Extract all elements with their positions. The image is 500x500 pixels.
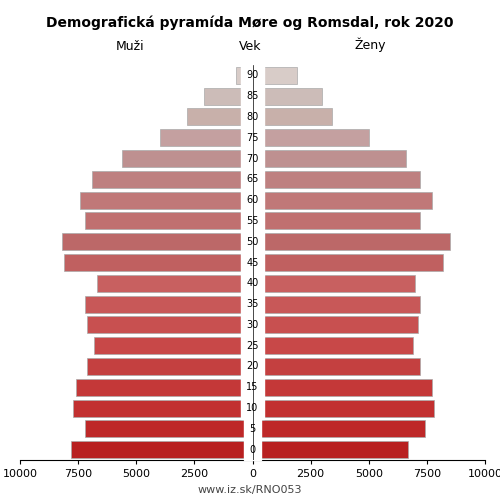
Bar (204, 88, 252, 104)
Bar (88, 358, 252, 375)
Bar (188, 108, 252, 126)
Bar (252, 296, 420, 312)
Bar (252, 88, 322, 104)
Bar (94, 337, 252, 354)
Bar (96, 275, 252, 292)
Text: 80: 80 (246, 112, 258, 122)
Text: 60: 60 (246, 195, 258, 205)
Bar (252, 275, 415, 292)
Text: 10: 10 (246, 403, 258, 413)
Bar (62, 233, 252, 250)
Bar (252, 378, 432, 396)
Bar (252, 129, 369, 146)
Text: www.iz.sk/RNO053: www.iz.sk/RNO053 (198, 485, 302, 495)
Bar (80, 192, 252, 208)
Bar (252, 254, 443, 271)
Bar (252, 212, 420, 230)
Text: 50: 50 (246, 236, 258, 246)
Text: 5: 5 (250, 424, 256, 434)
Bar (85, 212, 252, 230)
Text: 20: 20 (246, 362, 258, 372)
Bar (160, 129, 252, 146)
Text: 25: 25 (246, 340, 259, 350)
Bar (88, 316, 252, 334)
Bar (85, 296, 252, 312)
Text: 15: 15 (246, 382, 258, 392)
Text: Demografická pyramída Møre og Romsdal, rok 2020: Demografická pyramída Møre og Romsdal, r… (46, 15, 454, 30)
Bar (76, 378, 252, 396)
Bar (122, 150, 252, 167)
Text: 65: 65 (246, 174, 258, 184)
Bar (71, 441, 252, 458)
Bar (252, 192, 432, 208)
Bar (252, 67, 296, 84)
Bar (252, 441, 408, 458)
Bar (85, 420, 252, 438)
Bar (252, 337, 413, 354)
Bar (252, 358, 420, 375)
Text: 45: 45 (246, 258, 258, 268)
Text: 75: 75 (246, 133, 259, 143)
Bar (252, 171, 420, 188)
Bar (92, 171, 252, 188)
Bar (252, 150, 406, 167)
Text: Muži: Muži (116, 40, 144, 52)
Bar (252, 420, 424, 438)
Text: 55: 55 (246, 216, 259, 226)
Bar (252, 108, 332, 126)
Bar (252, 400, 434, 416)
Text: 85: 85 (246, 91, 258, 101)
Bar (236, 67, 252, 84)
Text: Ženy: Ženy (354, 38, 386, 52)
Text: 40: 40 (246, 278, 258, 288)
Text: 70: 70 (246, 154, 258, 164)
Text: 0: 0 (250, 444, 256, 454)
Text: Vek: Vek (239, 40, 261, 52)
Bar (74, 400, 252, 416)
Bar (252, 316, 418, 334)
Bar (64, 254, 252, 271)
Text: 35: 35 (246, 299, 258, 309)
Bar (252, 233, 450, 250)
Text: 30: 30 (246, 320, 258, 330)
Text: 90: 90 (246, 70, 258, 81)
